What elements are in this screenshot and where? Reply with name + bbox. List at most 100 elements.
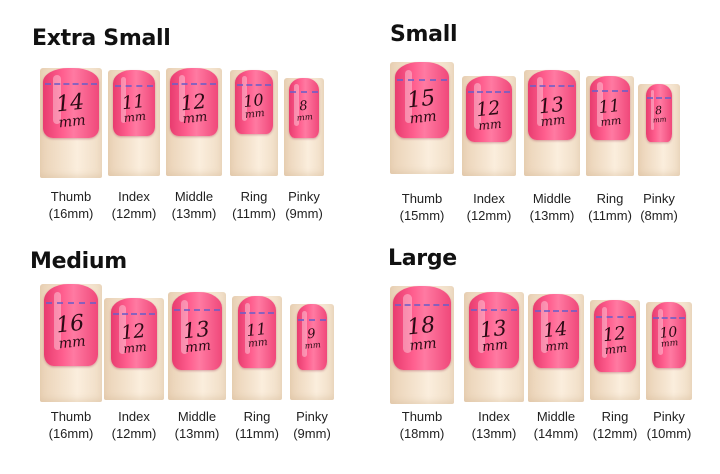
nail-size-label: 12 mm — [170, 89, 218, 128]
nail-medium-thumb: 16 mm — [44, 284, 98, 366]
caption-large-ring: Ring (12mm) — [593, 408, 638, 442]
finger-name: Middle — [177, 409, 217, 424]
finger-name: Index — [118, 189, 150, 204]
guide-line — [534, 310, 578, 313]
guide-line — [174, 309, 220, 312]
nail-extra-small-thumb: 14 mm — [43, 68, 99, 138]
nail-size-label: 12 mm — [466, 97, 512, 133]
guide-line — [112, 313, 156, 316]
finger-size: (9mm) — [285, 206, 323, 221]
nail-size-label: 11 mm — [590, 96, 630, 129]
finger-name: Index — [478, 409, 510, 424]
finger-small-middle: 13 mm — [524, 70, 580, 176]
finger-size: (11mm) — [232, 206, 276, 221]
nail-size-label: 11 mm — [238, 319, 276, 350]
finger-extra-small-middle: 12 mm — [166, 68, 222, 176]
guide-line — [653, 316, 685, 319]
caption-extra-small-index: Index (12mm) — [112, 188, 157, 222]
nail-shine — [650, 89, 655, 131]
nail-shine — [404, 69, 413, 123]
caption-large-pinky: Pinky (10mm) — [647, 408, 692, 442]
finger-name: Thumb — [50, 409, 92, 424]
finger-size: (12mm) — [466, 208, 512, 223]
finger-size: (11mm) — [235, 426, 279, 441]
nail-small-pinky: 8 mm — [646, 84, 672, 142]
caption-medium-ring: Ring (11mm) — [235, 408, 279, 442]
guide-line — [595, 315, 635, 318]
nail-shine — [294, 84, 299, 126]
finger-large-thumb: 18 mm — [390, 286, 454, 404]
section-title-extra-small: Extra Small — [32, 26, 171, 51]
caption-extra-small-middle: Middle (13mm) — [172, 188, 217, 222]
nail-shine — [302, 310, 307, 357]
finger-name: Ring — [243, 409, 271, 424]
guide-line — [46, 302, 96, 305]
guide-line — [395, 304, 449, 307]
guide-line — [397, 78, 447, 81]
finger-name: Ring — [596, 191, 624, 206]
nail-small-thumb: 15 mm — [395, 62, 449, 138]
nail-shine — [536, 77, 544, 126]
finger-size: (15mm) — [399, 208, 445, 223]
finger-name: Ring — [240, 189, 268, 204]
guide-line — [171, 82, 217, 85]
section-title-medium: Medium — [30, 249, 127, 274]
finger-extra-small-ring: 10 mm — [230, 70, 278, 176]
nail-size-label: 15 mm — [395, 86, 449, 129]
finger-size: (12mm) — [111, 426, 157, 441]
nail-size-label: 14 mm — [533, 317, 579, 354]
finger-name: Thumb — [50, 189, 92, 204]
nail-shine — [119, 305, 126, 354]
nail-extra-small-pinky: 8 mm — [289, 78, 319, 138]
guide-line — [236, 84, 272, 87]
guide-line — [290, 91, 318, 94]
finger-name: Pinky — [653, 409, 685, 424]
nail-medium-index: 12 mm — [111, 298, 157, 368]
caption-small-ring: Ring (11mm) — [588, 190, 632, 224]
finger-name: Pinky — [288, 189, 320, 204]
guide-line — [239, 311, 275, 314]
nail-large-thumb: 18 mm — [393, 286, 451, 370]
nail-size-label: 18 mm — [393, 313, 451, 355]
finger-name: Thumb — [401, 409, 443, 424]
nail-shine — [178, 74, 186, 123]
finger-size: (13mm) — [171, 206, 217, 221]
finger-small-index: 12 mm — [462, 76, 516, 176]
caption-medium-thumb: Thumb (16mm) — [49, 408, 94, 442]
finger-medium-middle: 13 mm — [168, 292, 226, 400]
finger-size: (8mm) — [640, 208, 678, 223]
nail-large-pinky: 10 mm — [652, 302, 686, 368]
nail-size-label: 13 mm — [172, 317, 222, 358]
finger-size: (16mm) — [48, 206, 94, 221]
nail-shine — [120, 76, 127, 123]
finger-small-thumb: 15 mm — [390, 62, 454, 174]
nail-size-label: 16 mm — [44, 310, 98, 353]
finger-small-ring: 11 mm — [586, 76, 634, 176]
finger-name: Pinky — [643, 191, 675, 206]
guide-line — [471, 308, 517, 311]
caption-large-index: Index (13mm) — [472, 408, 517, 442]
finger-large-ring: 12 mm — [590, 300, 640, 400]
finger-medium-pinky: 9 mm — [290, 304, 334, 400]
nail-large-ring: 12 mm — [594, 300, 636, 372]
caption-small-index: Index (12mm) — [467, 190, 512, 224]
finger-name: Ring — [601, 409, 629, 424]
finger-size: (16mm) — [48, 426, 94, 441]
nail-extra-small-middle: 12 mm — [170, 68, 218, 136]
nail-extra-small-ring: 10 mm — [235, 70, 273, 134]
nail-shine — [474, 82, 481, 129]
finger-medium-thumb: 16 mm — [40, 284, 102, 402]
nail-size-label: 14 mm — [43, 90, 99, 132]
nail-size-label: 11 mm — [113, 91, 155, 126]
caption-large-middle: Middle (14mm) — [534, 408, 579, 442]
guide-line — [529, 85, 575, 88]
finger-name: Middle — [532, 191, 572, 206]
finger-extra-small-index: 11 mm — [108, 70, 160, 176]
guide-line — [45, 83, 97, 86]
nail-shine — [601, 307, 608, 358]
caption-medium-middle: Middle (13mm) — [175, 408, 220, 442]
nail-shine — [597, 82, 603, 128]
finger-size: (18mm) — [399, 426, 445, 441]
nail-size-label: 13 mm — [528, 92, 576, 131]
nail-shine — [53, 292, 62, 350]
